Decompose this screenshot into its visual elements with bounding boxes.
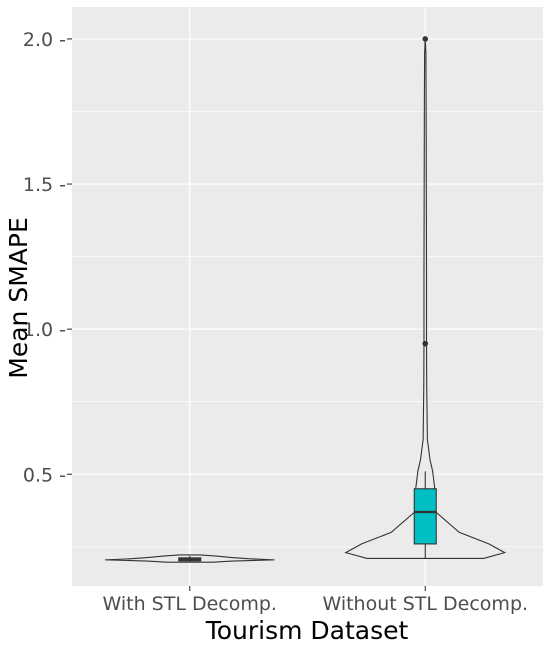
boxplots: [178, 36, 437, 563]
y-tick-label: 1.5 -: [23, 174, 66, 196]
y-tick-label: 1.0 -: [23, 319, 66, 341]
box: [413, 488, 437, 545]
outlier-point: [422, 340, 429, 347]
outlier-point: [422, 36, 429, 42]
y-axis-ticks: 0.5 - 1.0 - 1.5 - 2.0 -: [23, 29, 72, 486]
plot-panel: [72, 7, 543, 586]
y-axis-title: Mean SMAPE: [4, 217, 33, 378]
x-axis-title: Tourism Dataset: [205, 616, 409, 645]
x-tick-label: Without STL Decomp.: [322, 593, 528, 615]
x-tick-label: With STL Decomp.: [103, 593, 277, 615]
x-axis-ticks: With STL Decomp. Without STL Decomp.: [103, 586, 528, 615]
y-tick-label: 0.5 -: [23, 464, 66, 486]
y-tick-label: 2.0 -: [23, 29, 66, 51]
